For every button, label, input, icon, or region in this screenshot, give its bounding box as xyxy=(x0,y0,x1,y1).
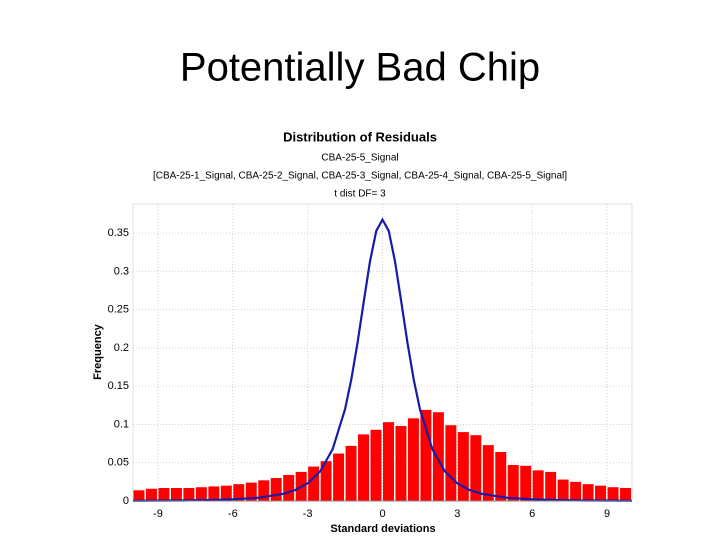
bar xyxy=(195,487,207,501)
x-tick-label: 6 xyxy=(529,508,535,520)
bar xyxy=(470,435,482,501)
bar xyxy=(220,485,232,501)
bar xyxy=(258,480,270,501)
bar xyxy=(320,461,332,501)
bar xyxy=(595,485,607,501)
y-tick-label: 0 xyxy=(123,495,129,507)
bar xyxy=(170,487,182,501)
bar xyxy=(345,445,357,501)
bar xyxy=(383,422,394,501)
bar xyxy=(495,452,507,501)
bar xyxy=(545,471,557,501)
y-tick-label: 0.1 xyxy=(114,418,129,430)
bar xyxy=(245,482,257,501)
bar xyxy=(158,487,170,501)
bar xyxy=(432,412,444,501)
plot-area xyxy=(132,203,633,502)
x-tick-label: 0 xyxy=(379,508,385,520)
x-tick-label: 3 xyxy=(454,508,460,520)
bar xyxy=(407,418,419,501)
bar xyxy=(532,470,544,501)
bar xyxy=(333,453,345,501)
bar xyxy=(208,486,220,501)
bar xyxy=(445,425,457,501)
bar xyxy=(145,488,157,501)
bar xyxy=(283,474,295,501)
bar xyxy=(395,425,407,501)
bar xyxy=(358,434,370,501)
y-tick-label: 0.05 xyxy=(108,457,129,469)
x-axis-label: Standard deviations xyxy=(330,523,435,535)
chart-subtitle: CBA-25-5_Signal xyxy=(321,153,398,164)
bar xyxy=(270,478,282,501)
fit-line xyxy=(132,217,633,502)
x-tick-label: -9 xyxy=(153,508,163,520)
bar xyxy=(557,479,569,501)
y-axis-label: Frequency xyxy=(92,323,104,380)
bar xyxy=(370,429,382,501)
slide-title: Potentially Bad Chip xyxy=(180,46,540,90)
x-tick-label: 9 xyxy=(604,508,610,520)
x-tick-label: -3 xyxy=(303,508,313,520)
y-tick-label: 0.2 xyxy=(114,342,129,354)
bar xyxy=(457,432,469,501)
y-tick-label: 0.35 xyxy=(108,227,129,239)
bar xyxy=(620,487,631,501)
bar xyxy=(507,465,519,501)
x-tick-label: -6 xyxy=(228,508,238,520)
bar xyxy=(233,484,245,501)
bar xyxy=(607,487,619,501)
bar xyxy=(420,409,432,501)
bar xyxy=(183,487,195,501)
y-tick-label: 0.15 xyxy=(108,380,129,392)
chart-subtitle: [CBA-25-1_Signal, CBA-25-2_Signal, CBA-2… xyxy=(153,171,567,182)
bar xyxy=(520,465,532,501)
bar xyxy=(308,466,320,501)
bar xyxy=(570,481,582,501)
y-tick-label: 0.3 xyxy=(114,265,129,277)
bar xyxy=(582,484,594,501)
bar xyxy=(133,490,145,501)
chart-title: Distribution of Residuals xyxy=(283,129,437,144)
y-tick-label: 0.25 xyxy=(108,304,129,316)
chart-subtitle: t dist DF= 3 xyxy=(334,189,386,200)
bar xyxy=(482,445,494,501)
